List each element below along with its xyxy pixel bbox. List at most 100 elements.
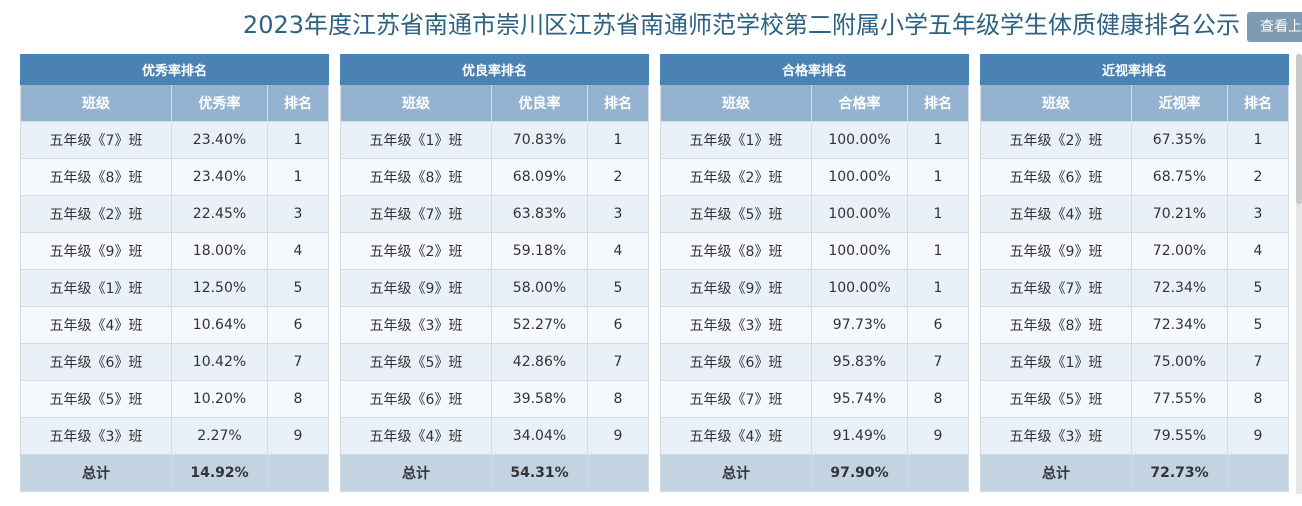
excellent-rate-ranking-panel: 优秀率排名 班级 优秀率 排名 五年级《7》班 23.40% 1 五年级《8》班 23.40% 1…: [19, 54, 330, 492]
rank-cell: 7: [906, 343, 970, 381]
rate-cell: 77.55%: [1131, 380, 1228, 418]
pass-rate-ranking-panel: 合格率排名 班级 合格率 排名 五年级《1》班 100.00% 1 五年级《2》班 100.00…: [659, 54, 970, 492]
class-cell: 五年级《7》班: [340, 195, 492, 233]
rank-cell: 4: [586, 232, 650, 270]
class-cell: 五年级《5》班: [660, 195, 812, 233]
rate-cell: 39.58%: [491, 380, 588, 418]
total-row: 总计 54.31%: [340, 454, 650, 492]
table-row: 五年级《6》班 95.83% 7: [660, 343, 970, 381]
table-row: 五年级《2》班 22.45% 3: [20, 195, 330, 233]
rank-cell: 1: [906, 195, 970, 233]
view-previous-button[interactable]: 查看上: [1247, 12, 1302, 42]
myopia-rate-ranking-panel: 近视率排名 班级 近视率 排名 五年级《2》班 67.35% 1 五年级《6》班 68.75% 2…: [979, 54, 1290, 492]
total-label: 总计: [340, 454, 492, 492]
rank-cell: 5: [1226, 306, 1290, 344]
rate-cell: 68.75%: [1131, 158, 1228, 196]
rank-cell: 1: [906, 232, 970, 270]
class-cell: 五年级《1》班: [980, 343, 1132, 381]
total-row: 总计 97.90%: [660, 454, 970, 492]
class-cell: 五年级《3》班: [340, 306, 492, 344]
table-row: 五年级《9》班 58.00% 5: [340, 269, 650, 307]
table-row: 五年级《1》班 75.00% 7: [980, 343, 1290, 381]
column-header-rate[interactable]: 合格率: [811, 84, 908, 122]
rate-cell: 100.00%: [811, 195, 908, 233]
table-row: 五年级《9》班 100.00% 1: [660, 269, 970, 307]
panel-title: 优良率排名: [339, 54, 650, 85]
total-label: 总计: [660, 454, 812, 492]
class-cell: 五年级《1》班: [20, 269, 172, 307]
total-rate: 72.73%: [1131, 454, 1228, 492]
table-row: 五年级《5》班 100.00% 1: [660, 195, 970, 233]
class-cell: 五年级《4》班: [340, 417, 492, 455]
total-rate: 97.90%: [811, 454, 908, 492]
total-rank: [586, 454, 650, 492]
class-cell: 五年级《9》班: [20, 232, 172, 270]
rate-cell: 58.00%: [491, 269, 588, 307]
table-row: 五年级《6》班 10.42% 7: [20, 343, 330, 381]
column-header-rate[interactable]: 优良率: [491, 84, 588, 122]
table-row: 五年级《4》班 70.21% 3: [980, 195, 1290, 233]
rank-cell: 2: [1226, 158, 1290, 196]
column-header-class[interactable]: 班级: [20, 84, 172, 122]
rank-cell: 4: [266, 232, 330, 270]
table-row: 五年级《7》班 95.74% 8: [660, 380, 970, 418]
column-header-rank[interactable]: 排名: [266, 84, 330, 122]
column-header-class[interactable]: 班级: [980, 84, 1132, 122]
table-row: 五年级《8》班 23.40% 1: [20, 158, 330, 196]
vertical-scrollbar[interactable]: [1296, 54, 1302, 494]
rate-cell: 12.50%: [171, 269, 268, 307]
rate-cell: 100.00%: [811, 121, 908, 159]
class-cell: 五年级《2》班: [660, 158, 812, 196]
rate-cell: 34.04%: [491, 417, 588, 455]
rate-cell: 79.55%: [1131, 417, 1228, 455]
column-header-rate[interactable]: 近视率: [1131, 84, 1228, 122]
rank-cell: 8: [266, 380, 330, 418]
rank-cell: 6: [586, 306, 650, 344]
rate-cell: 68.09%: [491, 158, 588, 196]
class-cell: 五年级《2》班: [20, 195, 172, 233]
scrollbar-thumb[interactable]: [1296, 54, 1302, 204]
rate-cell: 70.83%: [491, 121, 588, 159]
rank-cell: 1: [906, 269, 970, 307]
rate-cell: 63.83%: [491, 195, 588, 233]
class-cell: 五年级《5》班: [340, 343, 492, 381]
rank-cell: 1: [266, 121, 330, 159]
table-row: 五年级《3》班 52.27% 6: [340, 306, 650, 344]
table-row: 五年级《8》班 68.09% 2: [340, 158, 650, 196]
rate-cell: 70.21%: [1131, 195, 1228, 233]
table-row: 五年级《3》班 79.55% 9: [980, 417, 1290, 455]
table-row: 五年级《2》班 100.00% 1: [660, 158, 970, 196]
rate-cell: 97.73%: [811, 306, 908, 344]
table-header-row: 班级 合格率 排名: [660, 84, 970, 122]
myopia-rate-ranking-table: 近视率排名 班级 近视率 排名 五年级《2》班 67.35% 1 五年级《6》班 68.75% 2…: [979, 54, 1290, 492]
column-header-class[interactable]: 班级: [660, 84, 812, 122]
rate-cell: 72.00%: [1131, 232, 1228, 270]
table-row: 五年级《7》班 72.34% 5: [980, 269, 1290, 307]
total-label: 总计: [980, 454, 1132, 492]
total-rank: [906, 454, 970, 492]
rank-cell: 1: [906, 158, 970, 196]
rank-cell: 1: [906, 121, 970, 159]
rank-cell: 7: [1226, 343, 1290, 381]
column-header-class[interactable]: 班级: [340, 84, 492, 122]
column-header-rank[interactable]: 排名: [906, 84, 970, 122]
table-row: 五年级《1》班 100.00% 1: [660, 121, 970, 159]
rate-cell: 95.74%: [811, 380, 908, 418]
panel-title: 近视率排名: [979, 54, 1290, 85]
rank-cell: 8: [906, 380, 970, 418]
column-header-rank[interactable]: 排名: [586, 84, 650, 122]
total-row: 总计 72.73%: [980, 454, 1290, 492]
table-row: 五年级《9》班 18.00% 4: [20, 232, 330, 270]
class-cell: 五年级《6》班: [340, 380, 492, 418]
rate-cell: 52.27%: [491, 306, 588, 344]
column-header-rate[interactable]: 优秀率: [171, 84, 268, 122]
rate-cell: 67.35%: [1131, 121, 1228, 159]
rank-cell: 9: [266, 417, 330, 455]
class-cell: 五年级《8》班: [980, 306, 1132, 344]
rank-cell: 2: [586, 158, 650, 196]
rank-cell: 5: [1226, 269, 1290, 307]
class-cell: 五年级《4》班: [660, 417, 812, 455]
class-cell: 五年级《4》班: [980, 195, 1132, 233]
column-header-rank[interactable]: 排名: [1226, 84, 1290, 122]
rank-cell: 8: [1226, 380, 1290, 418]
